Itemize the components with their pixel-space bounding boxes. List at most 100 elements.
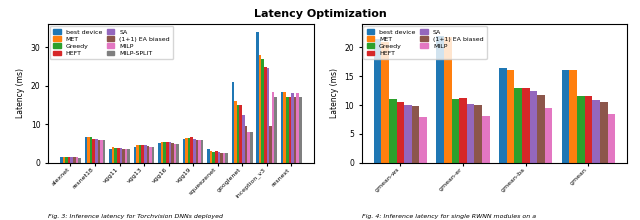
Bar bbox=[272, 92, 275, 163]
Bar bbox=[161, 142, 163, 163]
Bar bbox=[115, 148, 117, 163]
Bar bbox=[125, 149, 127, 163]
Bar bbox=[201, 140, 204, 163]
Bar bbox=[299, 97, 301, 163]
Bar bbox=[291, 94, 294, 163]
Bar bbox=[499, 68, 507, 163]
Bar bbox=[120, 148, 122, 163]
Bar bbox=[117, 148, 120, 163]
Bar bbox=[389, 99, 397, 163]
Bar bbox=[570, 70, 577, 163]
Bar bbox=[412, 106, 419, 163]
Bar bbox=[269, 126, 272, 163]
Bar bbox=[171, 143, 173, 163]
Bar bbox=[585, 96, 592, 163]
Bar bbox=[419, 117, 427, 163]
Bar bbox=[529, 91, 537, 163]
Bar bbox=[134, 147, 136, 163]
Y-axis label: Latency (ms): Latency (ms) bbox=[330, 68, 339, 119]
Bar bbox=[545, 108, 552, 163]
Bar bbox=[122, 149, 125, 163]
Bar bbox=[73, 158, 76, 163]
Bar bbox=[522, 88, 529, 163]
Bar bbox=[191, 137, 193, 163]
Bar bbox=[188, 138, 191, 163]
Bar bbox=[275, 97, 277, 163]
Bar bbox=[215, 151, 218, 163]
Bar bbox=[212, 152, 215, 163]
Bar bbox=[173, 143, 177, 163]
Bar bbox=[207, 149, 210, 163]
Bar bbox=[65, 157, 68, 163]
Bar bbox=[198, 140, 201, 163]
Bar bbox=[60, 157, 63, 163]
Bar bbox=[220, 153, 223, 163]
Bar bbox=[247, 132, 250, 163]
Bar bbox=[239, 105, 242, 163]
Bar bbox=[109, 149, 112, 163]
Bar bbox=[98, 140, 100, 163]
Bar bbox=[237, 105, 239, 163]
Bar bbox=[404, 105, 412, 163]
Bar bbox=[284, 92, 286, 163]
Bar bbox=[152, 147, 154, 163]
Bar bbox=[196, 140, 198, 163]
Bar bbox=[467, 104, 474, 163]
Bar bbox=[460, 98, 467, 163]
Bar bbox=[537, 95, 545, 163]
Bar bbox=[562, 70, 570, 163]
Bar bbox=[76, 158, 78, 163]
Bar bbox=[144, 145, 147, 163]
Bar bbox=[474, 105, 482, 163]
Bar bbox=[397, 102, 404, 163]
Bar bbox=[261, 59, 264, 163]
Bar bbox=[264, 66, 267, 163]
Legend: best device, MET, Greedy, HEFT, SA, (1+1) EA biased, MILP: best device, MET, Greedy, HEFT, SA, (1+1… bbox=[364, 26, 487, 59]
Bar bbox=[63, 157, 65, 163]
Bar bbox=[444, 37, 452, 163]
Bar bbox=[92, 139, 95, 163]
Bar bbox=[232, 82, 234, 163]
Bar bbox=[158, 143, 161, 163]
Bar bbox=[182, 139, 185, 163]
Bar bbox=[68, 157, 70, 163]
Bar bbox=[100, 140, 103, 163]
Text: Fig. 4: Inference latency for single RWNN modules on a: Fig. 4: Inference latency for single RWN… bbox=[362, 214, 536, 219]
Bar bbox=[127, 149, 130, 163]
Bar bbox=[87, 137, 90, 163]
Bar bbox=[168, 142, 171, 163]
Bar bbox=[185, 138, 188, 163]
Bar bbox=[103, 140, 106, 163]
Bar bbox=[163, 142, 166, 163]
Bar bbox=[600, 102, 607, 163]
Bar bbox=[147, 146, 149, 163]
Bar bbox=[70, 157, 73, 163]
Bar bbox=[507, 70, 515, 163]
Bar bbox=[256, 32, 259, 163]
Bar bbox=[90, 137, 92, 163]
Legend: best device, MET, Greedy, HEFT, SA, (1+1) EA biased, MILP, MILP-SPLIT: best device, MET, Greedy, HEFT, SA, (1+1… bbox=[50, 26, 173, 59]
Y-axis label: Latency (ms): Latency (ms) bbox=[16, 68, 25, 119]
Bar bbox=[112, 147, 115, 163]
Bar bbox=[296, 94, 299, 163]
Bar bbox=[452, 99, 460, 163]
Bar bbox=[294, 97, 296, 163]
Bar bbox=[577, 96, 585, 163]
Bar bbox=[223, 153, 225, 163]
Bar bbox=[234, 101, 237, 163]
Bar bbox=[136, 145, 139, 163]
Bar bbox=[193, 139, 196, 163]
Bar bbox=[166, 142, 168, 163]
Bar bbox=[286, 97, 289, 163]
Bar bbox=[289, 97, 291, 163]
Bar bbox=[242, 115, 244, 163]
Text: Fig. 3: Inference latency for Torchvision DNNs deployed: Fig. 3: Inference latency for Torchvisio… bbox=[48, 214, 223, 219]
Bar bbox=[374, 39, 381, 163]
Bar bbox=[177, 143, 179, 163]
Bar bbox=[218, 152, 220, 163]
Bar bbox=[210, 151, 212, 163]
Bar bbox=[225, 153, 228, 163]
Bar bbox=[244, 126, 247, 163]
Bar bbox=[267, 68, 269, 163]
Bar bbox=[381, 42, 389, 163]
